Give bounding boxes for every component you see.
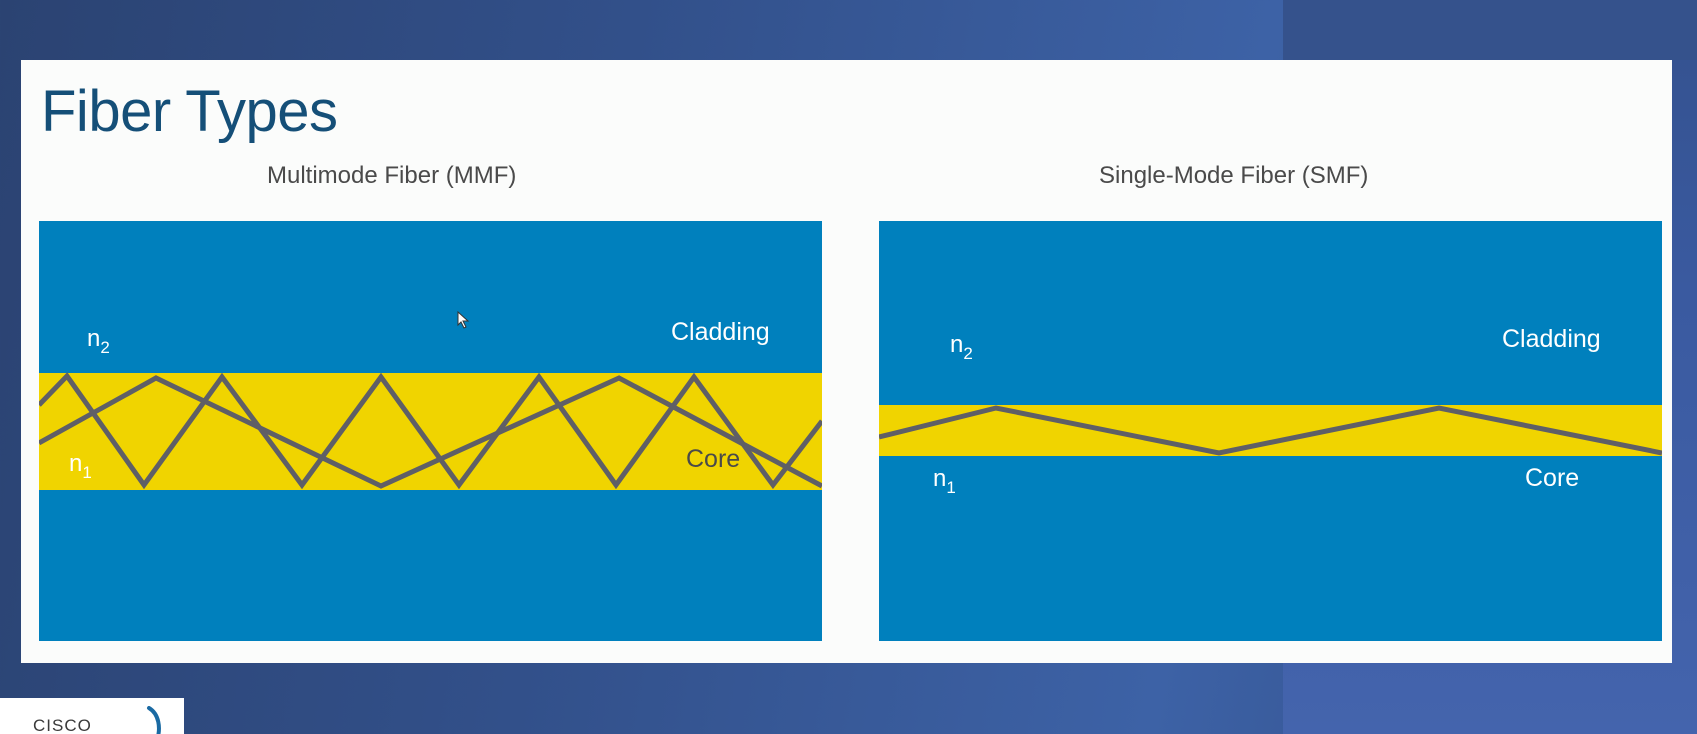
smf-fiber-graphic [879, 221, 1662, 641]
smf-n2-base: n [950, 331, 964, 358]
smf-core-region [879, 405, 1662, 456]
cisco-logo: CISCO [0, 698, 184, 734]
smf-core-label: Core [1525, 464, 1580, 492]
mmf-n1-base: n [69, 450, 83, 477]
smf-ray [879, 405, 1662, 456]
mmf-ray-steep [39, 372, 822, 490]
cisco-logo-text: CISCO [33, 716, 92, 734]
mmf-n1-label: n1 [69, 450, 92, 483]
background-strip-top [1283, 0, 1697, 60]
smf-cladding-label: Cladding [1502, 325, 1601, 353]
smf-n2-sub: 2 [963, 344, 973, 363]
smf-n1-label: n1 [933, 465, 956, 498]
mmf-n2-base: n [87, 325, 101, 352]
mmf-core-region [39, 373, 822, 490]
slide-title: Fiber Types [41, 79, 338, 144]
mmf-cladding-label: Cladding [671, 318, 770, 346]
slide: Fiber Types Multimode Fiber (MMF) Single… [21, 60, 1672, 663]
mmf-fiber-graphic [39, 221, 822, 641]
mmf-core-label: Core [686, 445, 741, 473]
smf-n1-sub: 1 [946, 478, 956, 497]
smf-title: Single-Mode Fiber (SMF) [1099, 162, 1369, 189]
mouse-cursor-icon [457, 311, 470, 329]
smf-diagram: n2 n1 Cladding Core [879, 221, 1662, 641]
mmf-n2-sub: 2 [100, 338, 110, 357]
mmf-diagram: n2 n1 Cladding Core [39, 221, 822, 641]
smf-n1-base: n [933, 465, 947, 492]
cisco-logo-arc-icon [147, 706, 161, 734]
mmf-n1-sub: 1 [82, 463, 92, 482]
mmf-n2-label: n2 [87, 325, 110, 358]
mmf-ray-shallow [39, 375, 822, 489]
mmf-title: Multimode Fiber (MMF) [267, 162, 517, 189]
smf-n2-label: n2 [950, 331, 973, 364]
